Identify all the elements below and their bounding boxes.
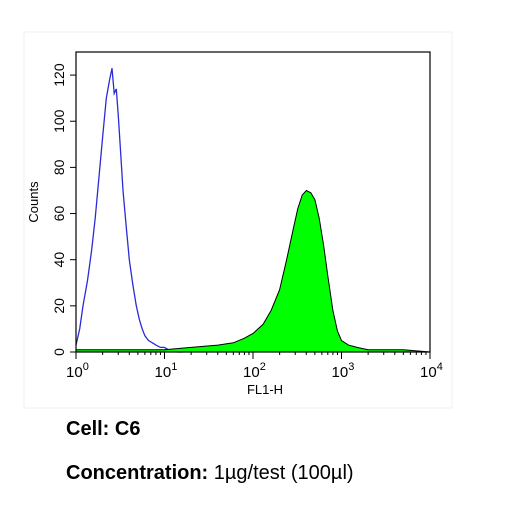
x-axis: 100 101 102 103 104 [66, 352, 443, 381]
y-tick-label: 80 [51, 159, 67, 175]
x-tick-label: 104 [420, 361, 443, 381]
y-tick-label: 20 [51, 298, 67, 314]
x-tick-label: 100 [66, 361, 89, 381]
histogram-series-2 [75, 189, 431, 353]
y-axis-label: Counts [26, 181, 41, 223]
y-axis: 0 20 40 60 80 100 120 [51, 63, 76, 356]
y-tick-label: 100 [51, 109, 67, 133]
concentration-caption-value: 1µg/test (100µl) [213, 462, 354, 484]
x-tick-label: 103 [332, 361, 355, 381]
y-tick-label: 40 [51, 252, 67, 268]
cell-caption-value: C6 [114, 418, 141, 440]
concentration-caption-label: Concentration: [66, 462, 209, 484]
x-axis-label: FL1-H [247, 382, 283, 397]
histogram-series-1 [75, 68, 183, 353]
concentration-caption: Concentration: 1µg/test (100µl) [66, 462, 354, 485]
x-tick-label: 101 [155, 361, 178, 381]
y-tick-label: 60 [51, 206, 67, 222]
cell-caption: Cell: C6 [66, 418, 140, 441]
y-tick-label: 120 [51, 63, 67, 87]
plot-area [75, 68, 431, 353]
x-tick-label: 102 [243, 361, 266, 381]
cell-caption-label: Cell: [66, 418, 110, 440]
y-tick-label: 0 [51, 348, 67, 356]
